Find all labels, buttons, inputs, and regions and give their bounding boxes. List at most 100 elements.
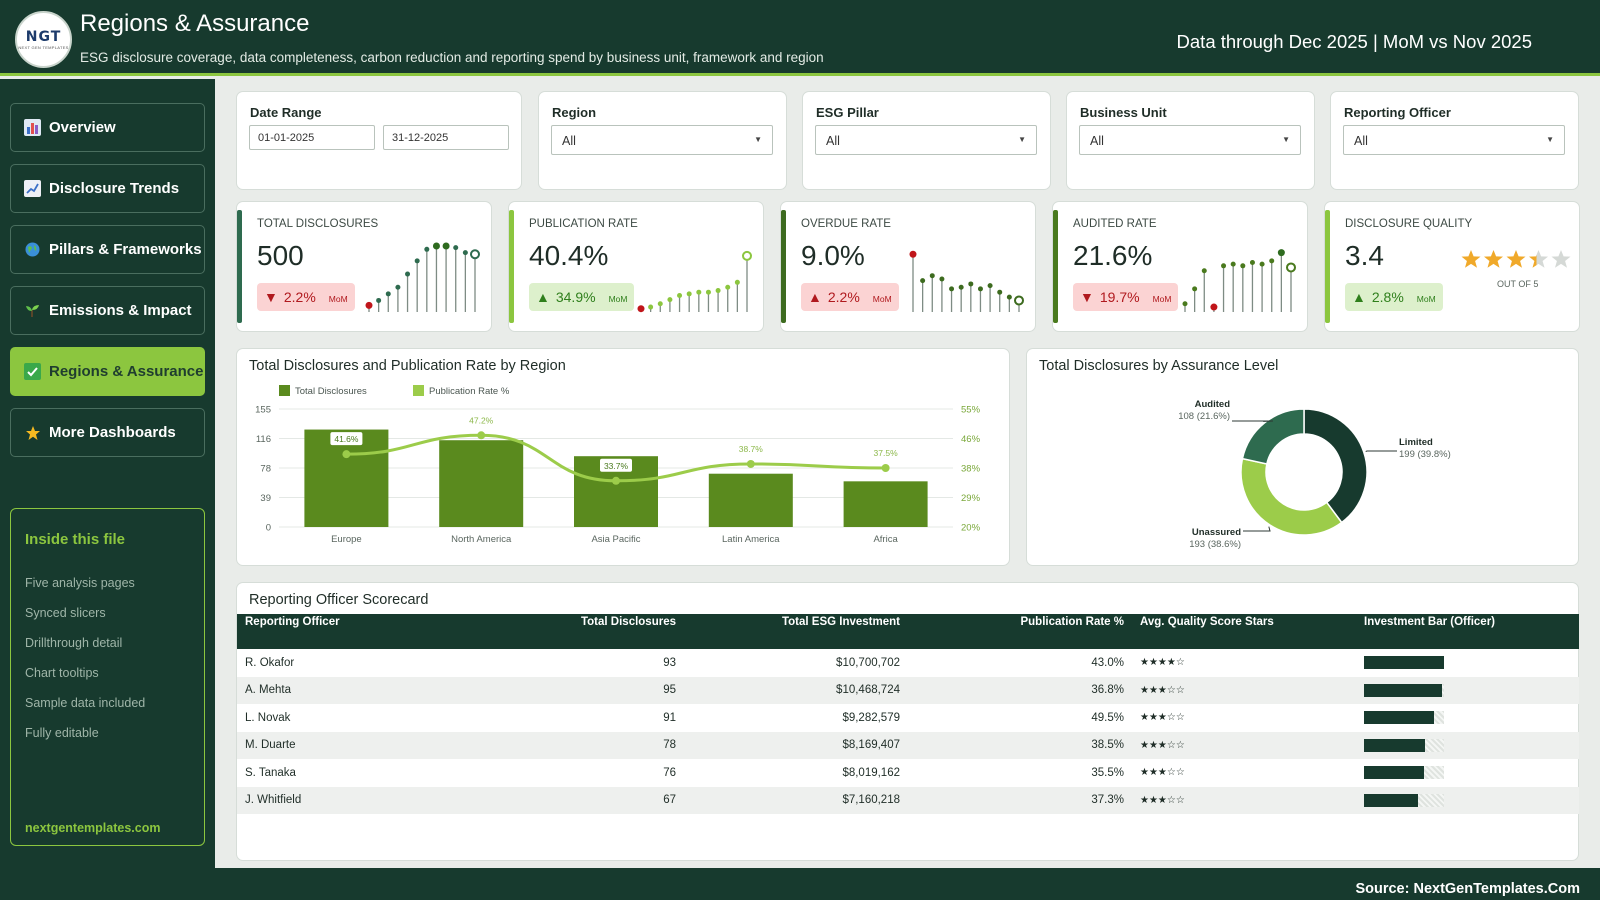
sparkline-point [987,283,993,289]
sidebar-item-more-dashboards[interactable]: More Dashboards [10,408,205,457]
mom-label: MoM [1152,293,1172,304]
table-row[interactable]: A. Mehta 95 $10,468,724 36.8% ★★★☆☆ [237,676,1579,704]
cell-quality-stars: ★★★★☆ [1140,657,1185,669]
esg-pillar-dropdown[interactable]: All ▼ [815,125,1037,155]
line-point[interactable] [612,476,620,485]
bar[interactable] [708,473,793,527]
kpi-accent-bar [509,210,514,323]
sidebar-item-regions-assurance[interactable]: Regions & Assurance [10,347,205,396]
sparkline-point [909,250,917,258]
line-point[interactable] [881,464,890,472]
data-label: 38.7% [739,444,764,454]
end-date-input[interactable]: 31-12-2025 [383,125,509,150]
sparkline-point [667,297,673,303]
cell-investment: $8,019,162 [842,766,900,779]
sparkline-point [405,271,411,277]
investment-bar [1364,766,1444,780]
kpi-delta-badge: ▲ 2.2% MoM [801,283,899,311]
kpi-total-disclosures[interactable]: TOTAL DISCLOSURES 500 ▼ 2.2% MoM [236,201,492,332]
sparkline-point [1221,263,1227,269]
sparkline-point [442,242,450,250]
start-date-input[interactable]: 01-01-2025 [249,125,375,150]
sidebar-item-disclosure-trends[interactable]: Disclosure Trends [10,164,205,213]
line-point[interactable] [746,459,755,468]
sparkline-point [705,289,711,295]
sparkline-point [997,289,1003,295]
sidebar-item-pillars-frameworks[interactable]: Pillars & Frameworks [10,225,205,274]
line-point[interactable] [477,431,486,440]
slice-label: Audited [1195,399,1231,410]
x-tick-label: Europe [331,534,362,545]
kpi-overdue-rate[interactable]: OVERDUE RATE 9.0% ▲ 2.2% MoM [780,201,1036,332]
sparkline-point [1201,268,1207,274]
kpi-audited-rate[interactable]: AUDITED RATE 21.6% ▼ 19.7% MoM [1052,201,1308,332]
column-header[interactable]: Total Disclosures [472,614,684,649]
filter-label: Region [552,105,597,120]
sidebar-item-label: Overview [49,119,116,136]
mom-label: MoM [872,293,892,304]
donut-slice[interactable] [1241,408,1305,465]
cell-quality-stars: ★★★☆☆ [1132,676,1356,704]
business-unit-dropdown[interactable]: All ▼ [1079,125,1301,155]
assurance-chart-card: Total Disclosures by Assurance Level Lim… [1026,348,1579,566]
table-row[interactable]: S. Tanaka 76 $8,019,162 35.5% ★★★☆☆ [237,759,1579,787]
check-box-icon [24,363,41,380]
line-point[interactable] [342,450,351,459]
sidebar-item-emissions-impact[interactable]: Emissions & Impact [10,286,205,335]
legend-swatch-bar [279,385,290,396]
list-item: Fully editable [25,726,99,740]
bar[interactable] [439,440,524,527]
page-header: NGT NEXT GEN TEMPLATES Regions & Assuran… [0,0,1600,76]
reporting-officer-dropdown[interactable]: All ▼ [1343,125,1565,155]
sparkline-point [432,242,440,250]
bar[interactable] [304,429,389,527]
sparkline-chart [909,250,1024,312]
cell-publication-rate: 36.8% [908,676,1132,704]
table-row[interactable]: L. Novak 91 $9,282,579 49.5% ★★★☆☆ [237,704,1579,732]
sparkline-point [637,305,645,313]
globe-icon [24,241,41,258]
list-item: Chart tooltips [25,666,99,680]
kpi-disclosure-quality[interactable]: DISCLOSURE QUALITY 3.4 ▲ 2.8% MoM OUT OF 5 [1324,201,1580,332]
sparkline-point [939,276,945,282]
kpi-label: OVERDUE RATE [801,218,891,230]
table-row[interactable]: R. Okafor 93 $10,700,702 43.0% ★★★★☆ [237,649,1579,677]
sparkline-point [715,288,721,294]
sparkline-point [1192,286,1198,292]
list-item: Sample data included [25,696,146,710]
filter-label: Business Unit [1080,105,1167,120]
donut-slice[interactable] [1240,457,1343,536]
y-tick-right: 20% [961,523,981,534]
kpi-publication-rate[interactable]: PUBLICATION RATE 40.4% ▲ 34.9% MoM [508,201,764,332]
sparkline-point [1277,249,1285,257]
sparkline-last-point [1286,262,1296,273]
y-tick-left: 116 [256,434,271,445]
column-header[interactable]: Reporting Officer [237,614,472,649]
cell-disclosures: 76 [663,766,676,779]
column-header[interactable]: Total ESG Investment [684,614,908,649]
column-header[interactable]: Publication Rate % [908,614,1132,649]
table-title: Reporting Officer Scorecard [249,592,429,608]
sparkline-point [1006,294,1012,300]
legend-swatch-line [413,385,424,396]
sidebar-item-overview[interactable]: Overview [10,103,205,152]
website-link[interactable]: nextgentemplates.com [25,821,161,835]
chevron-down-icon: ▼ [1018,135,1026,144]
list-item: Drillthrough detail [25,636,123,650]
x-tick-label: Asia Pacific [591,534,640,545]
table-row[interactable]: J. Whitfield 67 $7,160,218 37.3% ★★★☆☆ [237,786,1579,814]
column-header[interactable]: Investment Bar (Officer) [1356,614,1579,649]
column-header[interactable]: Avg. Quality Score Stars [1132,614,1356,649]
table-row[interactable]: M. Duarte 78 $8,169,407 38.5% ★★★☆☆ [237,731,1579,759]
bar[interactable] [843,481,928,527]
cell-disclosures: 93 [663,656,676,669]
logo-text: NGT [25,29,62,45]
quality-star [1551,250,1571,268]
donut-slice[interactable] [1303,408,1368,524]
kpi-accent-bar [1325,210,1330,323]
sidebar-item-label: Regions & Assurance [49,363,204,380]
kpi-delta: 2.2% [283,289,316,305]
region-dropdown[interactable]: All ▼ [551,125,773,155]
officer-scorecard-table: Reporting Officer Total Disclosures Tota… [237,614,1579,814]
data-label: 37.5% [874,448,899,458]
